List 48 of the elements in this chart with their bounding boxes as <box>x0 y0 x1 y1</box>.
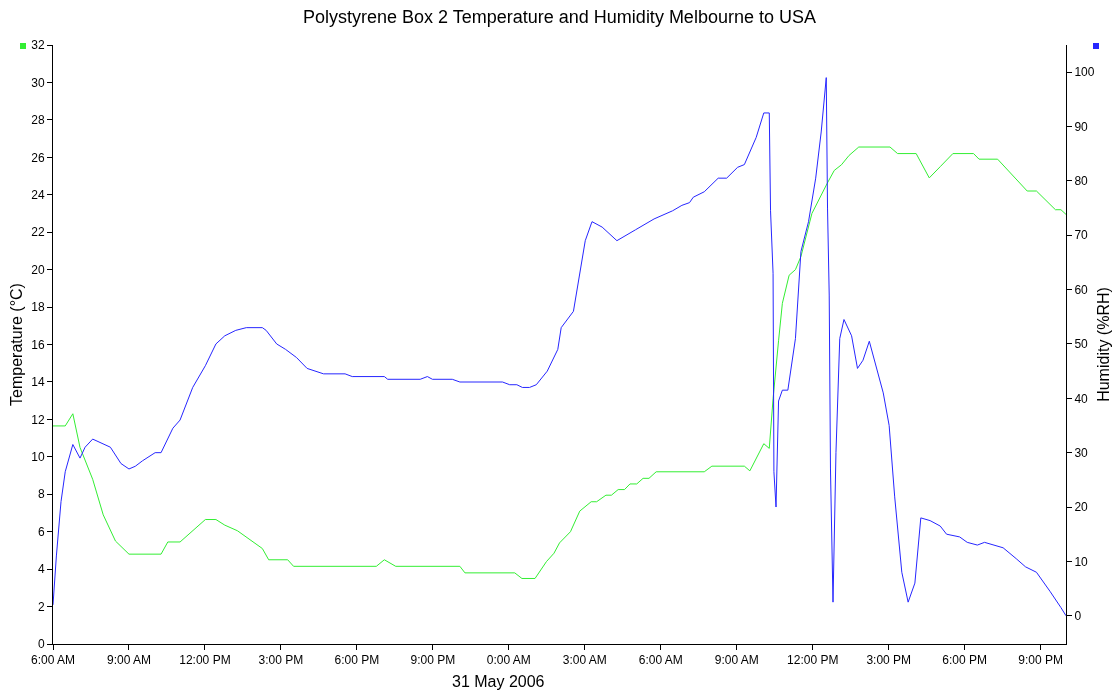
y-tick-label: 30 <box>31 75 45 90</box>
text: 31 May 2006 <box>452 673 545 690</box>
chart-title: Polystyrene Box 2 Temperature and Humidity Melbourne to USA <box>303 7 816 28</box>
y-tick-label: 10 <box>31 450 45 465</box>
y2-tick-label: 70 <box>1074 228 1089 243</box>
x-tick-label: 3:00 PM <box>866 653 912 668</box>
line-series <box>53 146 1066 579</box>
y-tick-label: 2 <box>37 599 45 614</box>
y2-tick-label: 20 <box>1074 500 1089 515</box>
y2-tick-label: 90 <box>1074 119 1089 134</box>
y-tick-label: 24 <box>31 187 45 202</box>
x-tick-label: 9:00 AM <box>106 653 151 668</box>
y2-tick-label: 30 <box>1074 445 1089 460</box>
y2-tick-label: 0 <box>1074 608 1082 623</box>
y2-axis-title: Humidity (%RH) <box>1095 287 1113 402</box>
y-tick-label: 6 <box>37 524 45 539</box>
x-tick-label: 0:00 AM <box>486 653 531 668</box>
x-tick-label: 9:00 AM <box>714 653 759 668</box>
y2-tick-label: 60 <box>1074 282 1089 297</box>
y-tick-label: 0 <box>37 637 45 652</box>
x-tick-label: 6:00 AM <box>638 653 683 668</box>
y2-tick-label: 100 <box>1074 65 1095 80</box>
y-tick-label: 20 <box>31 262 45 277</box>
y-tick-label: 22 <box>31 225 45 240</box>
x-tick-label: 9:00 PM <box>410 653 456 668</box>
x-tick-label: 3:00 AM <box>562 653 607 668</box>
x-tick-label: 3:00 PM <box>258 653 304 668</box>
x-tick-label: 6:00 AM <box>30 653 76 668</box>
y-tick-label: 26 <box>31 150 45 165</box>
y-tick-label: 32 <box>31 38 45 53</box>
x-tick-label: 6:00 PM <box>334 653 380 668</box>
y2-tick-label: 50 <box>1074 337 1089 352</box>
y-tick-label: 18 <box>31 300 45 315</box>
y-tick-label: 12 <box>31 412 45 427</box>
x-tick-label: 12:00 PM <box>787 653 839 668</box>
x-tick-label: 12:00 PM <box>179 653 231 668</box>
y2-tick-label: 40 <box>1074 391 1089 406</box>
y-tick-label: 14 <box>31 375 45 390</box>
y2-tick-label: 10 <box>1074 554 1089 569</box>
line-series <box>53 77 1066 617</box>
y-tick-label: 8 <box>37 487 45 502</box>
y-axis-title: Temperature (°C) <box>8 283 26 406</box>
y-tick-label: 28 <box>31 113 45 128</box>
y-tick-label: 16 <box>31 337 45 352</box>
y-tick-label: 4 <box>37 562 45 577</box>
x-tick-label: 9:00 PM <box>1018 653 1064 668</box>
y2-tick-label: 80 <box>1074 174 1089 189</box>
x-tick-label: 6:00 PM <box>942 653 988 668</box>
